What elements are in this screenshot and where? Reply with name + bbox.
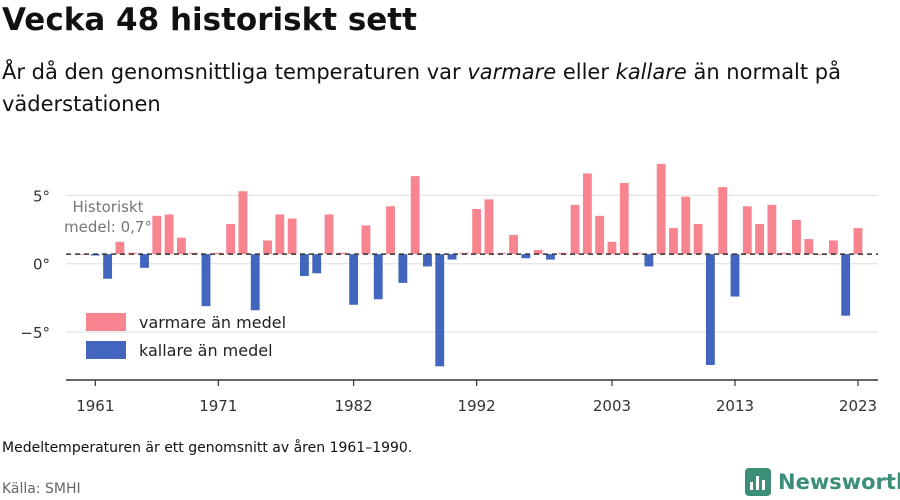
cold-bar	[730, 254, 740, 297]
warm-bar	[484, 199, 494, 255]
warm-word: varmare	[467, 60, 557, 84]
warm-bar	[164, 214, 174, 255]
warm-bar	[226, 224, 236, 255]
cold-bar	[546, 254, 555, 260]
mean-annotation-line2: medel: 0,7°	[64, 218, 152, 236]
warm-bar	[755, 224, 765, 255]
warm-bar	[656, 163, 666, 255]
cold-bar	[398, 254, 408, 283]
cold-bar	[521, 254, 531, 259]
warm-bar	[742, 206, 752, 255]
warm-bar	[287, 218, 297, 255]
legend-cold-swatch	[86, 341, 126, 359]
warm-bar	[681, 196, 691, 255]
cold-bar	[423, 254, 432, 267]
cold-bar	[841, 254, 851, 316]
cold-bar	[250, 254, 260, 311]
warm-bar	[410, 176, 420, 255]
warm-bar	[386, 206, 395, 255]
legend-warm-label: varmare än medel	[139, 313, 286, 332]
x-tick-label: 1992	[458, 397, 496, 415]
warm-bar	[669, 228, 678, 255]
chart-subtitle: År då den genomsnittliga temperaturen va…	[2, 60, 841, 116]
x-tick-label: 1961	[76, 397, 114, 415]
warm-bar	[275, 214, 285, 255]
warm-bar	[533, 250, 543, 255]
cold-bar	[373, 254, 383, 300]
warm-bar	[792, 219, 801, 255]
footnote: Medeltemperaturen är ett genomsnitt av å…	[2, 440, 413, 456]
cold-bar	[103, 254, 113, 279]
chart-title: Vecka 48 historiskt sett	[2, 2, 417, 38]
y-tick-label: −5°	[20, 324, 50, 342]
warm-bar	[595, 215, 605, 255]
warm-bar	[361, 225, 371, 255]
warm-bar	[115, 241, 125, 255]
newsworthy-logo: Newsworthy	[745, 467, 900, 497]
warm-bar	[693, 224, 703, 255]
warm-bar	[324, 214, 334, 255]
cold-bar	[349, 254, 359, 305]
cold-bar	[140, 254, 149, 268]
y-tick-label: 0°	[33, 256, 50, 274]
warm-bar	[828, 240, 838, 255]
cold-bar	[300, 254, 309, 277]
warm-bar	[263, 240, 272, 255]
warm-bar	[767, 204, 777, 255]
warm-bar	[816, 254, 826, 255]
legend-warm-swatch	[86, 313, 126, 331]
warm-bar	[152, 215, 162, 255]
cold-word: kallare	[615, 60, 687, 84]
cold-bar	[312, 254, 322, 274]
warm-bar	[238, 191, 248, 255]
warm-bar	[213, 252, 223, 255]
warm-bar	[176, 237, 186, 255]
cold-bar	[644, 254, 654, 267]
cold-bar	[201, 254, 211, 307]
cold-bar	[705, 254, 715, 365]
warm-bar	[607, 241, 617, 255]
warm-bar	[853, 228, 863, 255]
source-credit: Källa: SMHI	[2, 481, 81, 497]
cold-bar	[447, 254, 457, 260]
warm-bar	[78, 254, 88, 255]
warm-bar	[779, 252, 789, 255]
warm-bar	[509, 234, 518, 255]
x-tick-label: 2023	[839, 397, 877, 415]
brand-name: Newsworthy	[778, 470, 900, 494]
legend-cold-label: kallare än medel	[139, 341, 273, 360]
warm-bar	[570, 204, 580, 255]
warm-bar	[619, 182, 629, 255]
x-tick-label: 2013	[716, 397, 754, 415]
bar-chart: 5° 0° −5° 1961 1971 1982 1992 2003 2013 2023 Histo…	[20, 163, 878, 415]
mean-annotation-line1: Historiskt	[72, 198, 143, 216]
x-tick-label: 1982	[335, 397, 373, 415]
y-tick-label: 5°	[33, 187, 50, 205]
bar-logo-icon	[745, 468, 771, 496]
warm-bar	[718, 187, 728, 255]
warm-bar	[804, 239, 814, 255]
x-tick-label: 1971	[199, 397, 237, 415]
x-tick-label: 2003	[593, 397, 631, 415]
warm-bar	[336, 252, 346, 255]
warm-bar	[582, 173, 592, 255]
cold-bar	[435, 254, 445, 367]
warm-bar	[472, 208, 482, 255]
